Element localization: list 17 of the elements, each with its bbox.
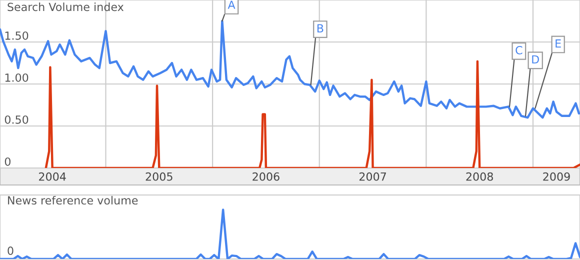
annotation: C	[516, 46, 522, 54]
annotation: D	[532, 55, 539, 64]
annotation: B	[317, 24, 324, 32]
x-tick-label: 2006	[252, 172, 280, 181]
y-tick-label: 1.50	[5, 31, 28, 40]
annotation: E	[556, 39, 561, 48]
y-tick-label: 1.00	[5, 73, 28, 82]
y-tick-label: 0.50	[4, 115, 28, 124]
x-tick-label: 2008	[466, 172, 493, 181]
x-tick-label: 2007	[359, 172, 386, 181]
y-axis-title: Search Volume index	[8, 2, 124, 12]
y-axis-title: News reference volume	[8, 196, 138, 205]
x-tick-label: 2004	[39, 172, 66, 181]
x-tick-label: 2009	[543, 172, 570, 181]
annotation: A	[228, 0, 236, 9]
x-tick-label: 2005	[146, 172, 172, 181]
y-tick-label: 0	[4, 157, 10, 166]
